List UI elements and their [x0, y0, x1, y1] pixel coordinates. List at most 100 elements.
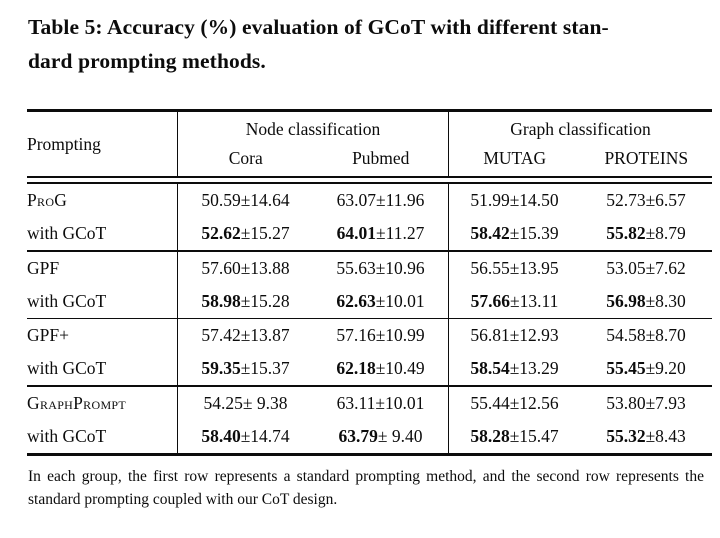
std-value: ±13.88 [240, 257, 290, 278]
mean-value: 62.18 [336, 358, 376, 378]
table-caption: Table 5: Accuracy (%) evaluation of GCoT… [28, 10, 712, 78]
mean-value: 58.28 [470, 425, 510, 446]
value-cell: 58.28 ±15.47 [448, 419, 580, 453]
table-row: with GCoT 58.40 ±14.74 63.79 ± 9.40 58.28 ±15.… [27, 419, 712, 453]
method-label: GPF+ [27, 325, 69, 345]
std-value: ±15.28 [240, 290, 290, 311]
value-cell: 62.63 ±10.01 [313, 285, 448, 318]
value-cell: 52.73 ±6.57 [580, 184, 712, 217]
mean-value: 53.05 [606, 257, 646, 278]
header-group-graph-classification: Graph classification MUTAG PROTEINS [448, 112, 712, 176]
group-title-graph-classification: Graph classification [510, 119, 651, 140]
mean-value: 52.62 [201, 223, 241, 243]
std-value: ±6.57 [645, 190, 686, 210]
value-cell: 50.59 ±14.64 [177, 184, 313, 217]
std-value: ±8.30 [645, 290, 686, 311]
table-row: with GCoT 59.35 ±15.37 62.18 ±10.49 58.54 ±13.… [27, 352, 712, 385]
std-value: ±13.95 [509, 257, 559, 278]
mean-value: 54.25 [203, 392, 243, 413]
value-cell: 55.82 ±8.79 [580, 217, 712, 250]
mean-value: 64.01 [336, 223, 377, 243]
header-separator-double-rule [27, 176, 712, 184]
column-header-mutag: MUTAG [483, 147, 547, 168]
subheader-row: MUTAG PROTEINS [449, 148, 712, 169]
group-separator-rule [27, 317, 712, 319]
std-value: ±7.93 [645, 392, 686, 413]
method-label: GraphPrompt [27, 392, 127, 413]
caption-line-2: dard prompting methods. [28, 49, 266, 73]
std-value: ±11.27 [376, 223, 425, 243]
mean-value: 63.07 [336, 190, 377, 210]
value-cell: 55.44 ±12.56 [448, 386, 580, 420]
caption-line-1: Table 5: Accuracy (%) evaluation of GCoT… [28, 15, 609, 39]
std-value: ±9.20 [645, 358, 686, 378]
table-group: GPF+ 57.42 ±13.87 57.16 ±10.99 56.81 ±12.93 54.… [27, 319, 712, 385]
mean-value: 55.32 [606, 425, 646, 446]
mean-value: 55.44 [470, 392, 510, 413]
value-cell: 59.35 ±15.37 [177, 352, 313, 385]
table-row: GPF+ 57.42 ±13.87 57.16 ±10.99 56.81 ±12.93 54.… [27, 319, 712, 352]
std-value: ±8.43 [645, 425, 686, 446]
value-cell: 63.79 ± 9.40 [313, 420, 448, 453]
std-value: ±10.01 [375, 290, 425, 311]
mean-value: 53.80 [606, 392, 646, 413]
value-cell: 63.07 ±11.96 [313, 184, 448, 217]
mean-value: 55.82 [606, 223, 646, 243]
table-group: GPF 57.60 ±13.88 55.63 ±10.96 56.55 ±13.95 53.0… [27, 251, 712, 318]
table-row: with GCoT 58.98 ±15.28 62.63 ±10.01 57.66 ±13.… [27, 284, 712, 318]
value-cell: 58.40 ±14.74 [177, 419, 313, 453]
std-value: ±15.47 [509, 425, 559, 446]
group-separator-rule [27, 250, 712, 252]
value-cell: 63.11 ±10.01 [313, 387, 448, 420]
method-label: with GCoT [27, 223, 107, 243]
table-row: with GCoT 52.62 ±15.27 64.01 ±11.27 58.42 ±15.… [27, 217, 712, 250]
mean-value: 58.98 [201, 290, 241, 311]
value-cell: 58.42 ±15.39 [448, 217, 580, 250]
value-cell: 55.63 ±10.96 [313, 252, 448, 285]
mean-value: 59.35 [201, 358, 241, 378]
value-cell: 55.45 ±9.20 [580, 352, 712, 385]
std-value: ±12.93 [509, 325, 559, 345]
value-cell: 54.58 ±8.70 [580, 319, 712, 352]
std-value: ±12.56 [509, 392, 559, 413]
value-cell: 52.62 ±15.27 [177, 217, 313, 250]
method-label: with GCoT [27, 425, 107, 446]
mean-value: 50.59 [201, 190, 241, 210]
table-row: GPF 57.60 ±13.88 55.63 ±10.96 56.55 ±13.95 53.0… [27, 251, 712, 285]
value-cell: 51.99 ±14.50 [448, 184, 580, 217]
mean-value: 63.11 [336, 392, 376, 413]
value-cell: 53.80 ±7.93 [580, 387, 712, 420]
subheader-row: Cora Pubmed [178, 148, 448, 169]
value-cell: 57.16 ±10.99 [313, 319, 448, 352]
value-cell: 58.98 ±15.28 [177, 284, 313, 318]
value-cell: 57.42 ±13.87 [177, 319, 313, 352]
mean-value: 62.63 [336, 290, 376, 311]
column-header-proteins: PROTEINS [604, 147, 689, 168]
method-label: with GCoT [27, 358, 107, 378]
value-cell: 55.32 ±8.43 [580, 420, 712, 453]
std-value: ±7.62 [645, 257, 686, 278]
mean-value: 63.79 [338, 425, 378, 446]
std-value: ±10.49 [375, 358, 425, 378]
mean-value: 57.16 [336, 325, 376, 345]
std-value: ±11.96 [376, 190, 425, 210]
value-cell: 57.66 ±13.11 [448, 284, 580, 318]
std-value: ±13.87 [240, 325, 290, 345]
table-body: ProG 50.59 ±14.64 63.07 ±11.96 51.99 ±14.50 52.… [27, 184, 712, 453]
column-header-cora: Cora [228, 147, 263, 168]
value-cell: 56.81 ±12.93 [448, 319, 580, 352]
method-label: with GCoT [27, 290, 107, 311]
group-separator-rule [27, 385, 712, 387]
mean-value: 55.45 [606, 358, 646, 378]
std-value: ±15.39 [509, 223, 559, 243]
method-label: ProG [27, 190, 68, 210]
mean-value: 57.60 [201, 257, 241, 278]
value-cell: 54.25 ± 9.38 [177, 386, 313, 420]
table-group: ProG 50.59 ±14.64 63.07 ±11.96 51.99 ±14.50 52.… [27, 184, 712, 250]
value-cell: 62.18 ±10.49 [313, 352, 448, 385]
std-value: ±13.29 [509, 358, 559, 378]
std-value: ±15.37 [240, 358, 290, 378]
value-cell: 56.55 ±13.95 [448, 251, 580, 285]
value-cell: 57.60 ±13.88 [177, 251, 313, 285]
mean-value: 55.63 [336, 257, 376, 278]
